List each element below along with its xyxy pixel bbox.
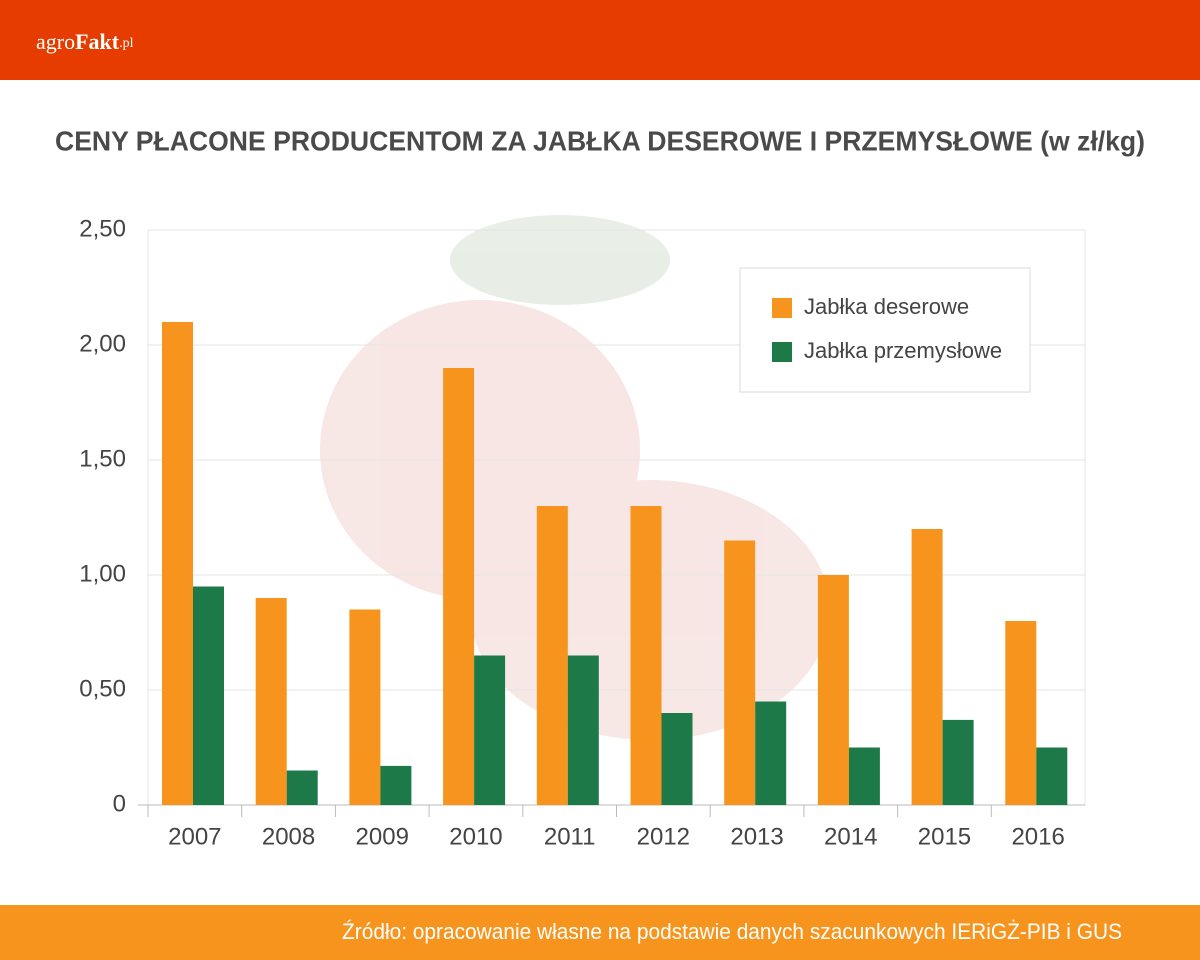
- bar: [911, 529, 943, 805]
- bar: [286, 770, 318, 805]
- legend-label: Jabłka przemysłowe: [804, 338, 1002, 363]
- logo-part: Fakt: [75, 29, 120, 54]
- bar: [349, 609, 381, 805]
- x-tick-label: 2007: [168, 823, 221, 850]
- x-tick-label: 2012: [637, 823, 690, 850]
- chart-title: CENY PŁACONE PRODUCENTOM ZA JABŁKA DESER…: [55, 125, 1145, 156]
- legend-swatch: [772, 298, 792, 318]
- legend-swatch: [772, 342, 792, 362]
- x-tick-label: 2014: [824, 823, 877, 850]
- header-bar: [0, 0, 1200, 80]
- x-tick-label: 2015: [918, 823, 971, 850]
- source-note: Źródło: opracowanie własne na podstawie …: [342, 919, 1122, 944]
- bar: [380, 765, 412, 805]
- x-tick-label: 2009: [356, 823, 409, 850]
- footer-bar: [0, 905, 1200, 960]
- bar: [1036, 747, 1068, 805]
- bar: [630, 506, 662, 805]
- plot: 0 0,50 1,00 1,50 2,00 2,50 2007 2008 2009 2010 201…: [79, 215, 1086, 850]
- legend-label: Jabłka deserowe: [804, 294, 969, 319]
- logo-part: .pl: [119, 36, 134, 51]
- y-tick-label: 0,50: [79, 675, 126, 702]
- bar: [474, 655, 506, 805]
- y-tick-label: 1,50: [79, 445, 126, 472]
- y-tick-label: 2,00: [79, 330, 126, 357]
- y-tick-label: 1,00: [79, 560, 126, 587]
- logo: agroFakt.pl: [36, 29, 134, 54]
- bar: [942, 719, 974, 805]
- logo-part: agro: [36, 29, 75, 54]
- bar: [255, 598, 287, 805]
- x-tick-label: 2008: [262, 823, 315, 850]
- y-tick-label: 0: [113, 790, 126, 817]
- bar: [443, 368, 475, 805]
- x-tick-label: 2011: [544, 823, 596, 850]
- y-tick-label: 2,50: [79, 215, 126, 242]
- bar: [193, 586, 224, 805]
- x-tick-label: 2016: [1011, 823, 1064, 850]
- x-tick-label: 2010: [449, 823, 502, 850]
- bar: [817, 575, 849, 805]
- bar: [661, 713, 693, 805]
- x-tick-label: 2013: [730, 823, 783, 850]
- bar: [162, 322, 193, 805]
- bar: [755, 701, 787, 805]
- bar: [848, 747, 880, 805]
- bar: [1005, 621, 1037, 805]
- bar: [724, 540, 756, 805]
- legend-box: [739, 267, 1031, 393]
- bar: [567, 655, 599, 805]
- bar: [536, 506, 568, 805]
